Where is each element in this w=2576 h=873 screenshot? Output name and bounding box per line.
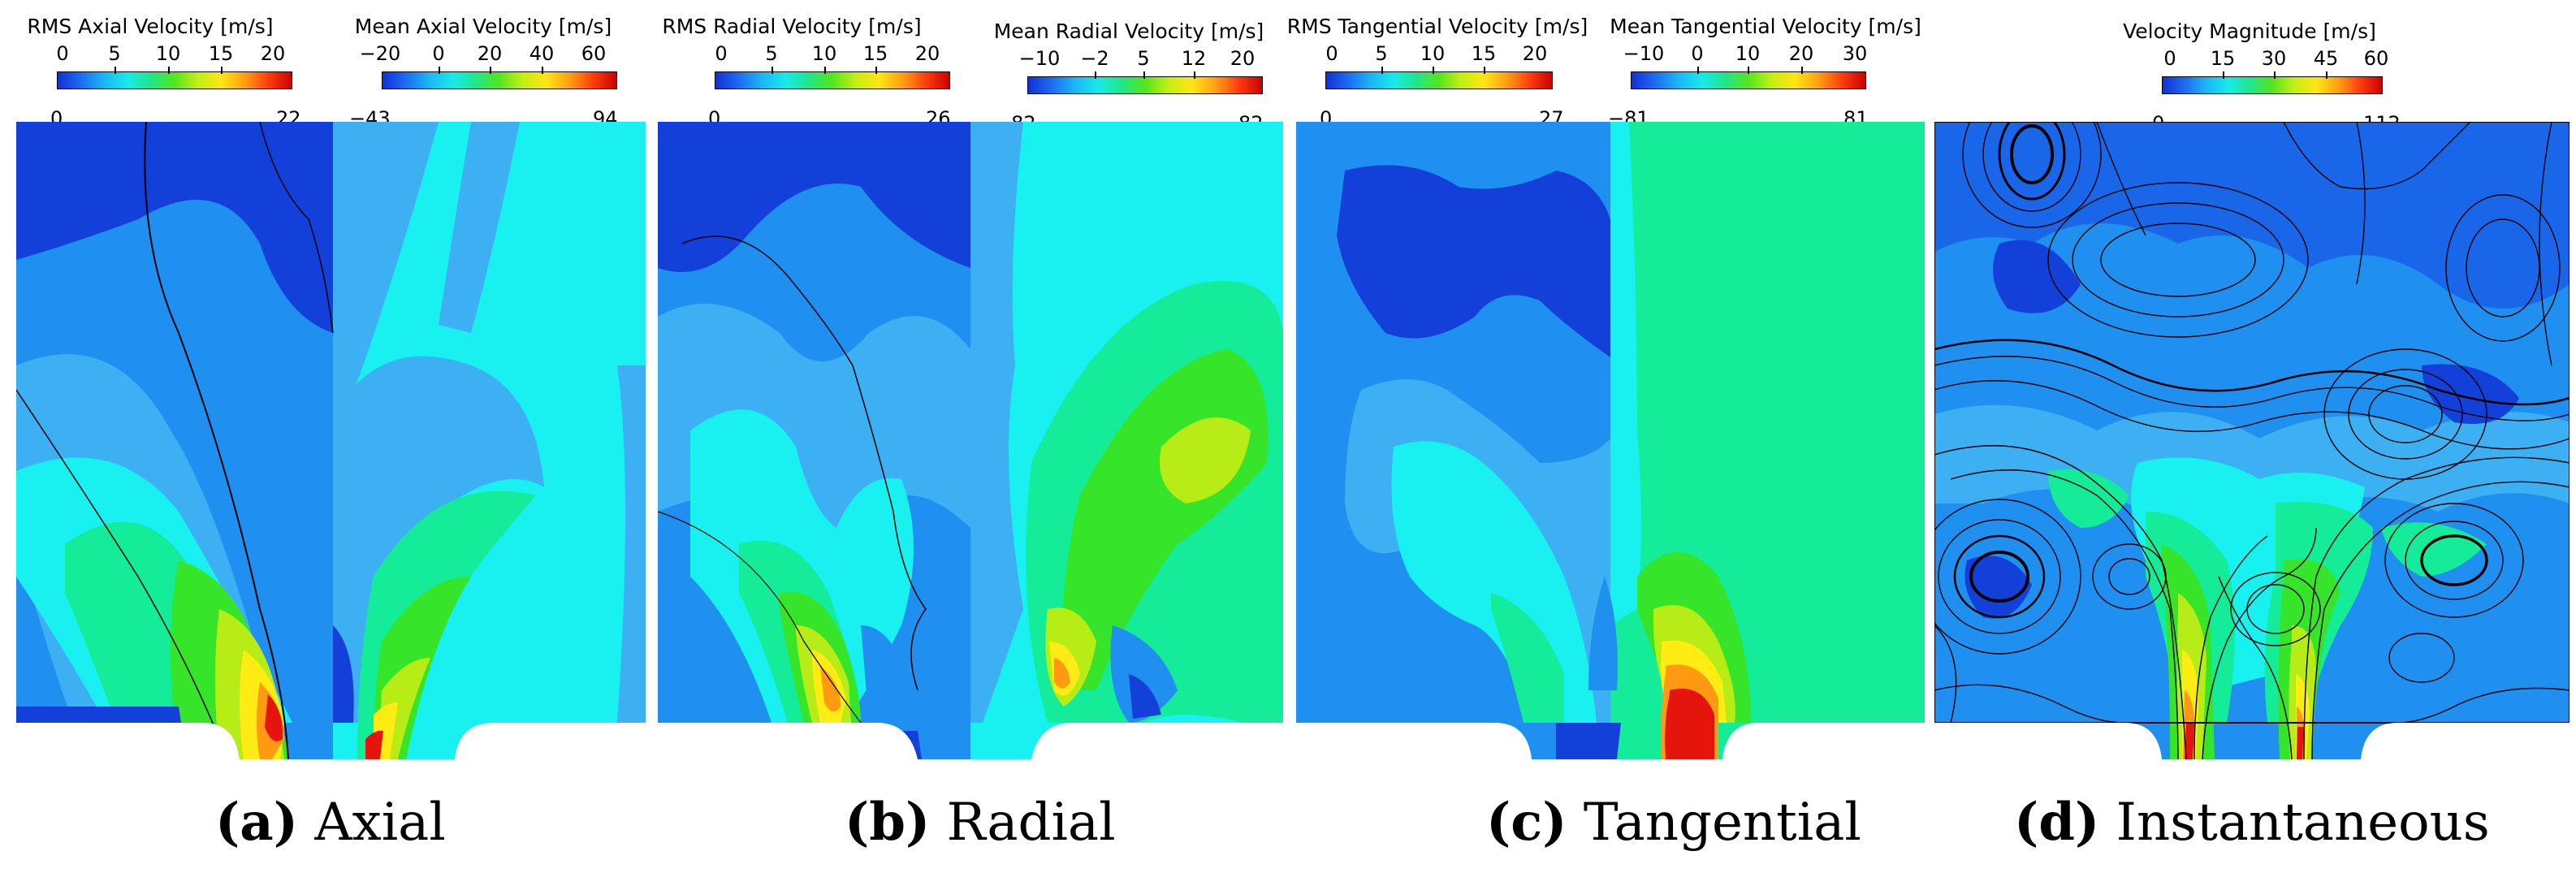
colorbar-ticks: 0 5 10 15 20	[658, 42, 940, 67]
colorbar-title: Velocity Magnitude [m/s]	[2123, 19, 2376, 43]
tick-label: 0	[56, 42, 69, 65]
tick-mark	[1143, 71, 1145, 79]
panel-tangential: RMS Tangential Velocity [m/s] 0 5 10 15 …	[1283, 0, 1933, 873]
tick-label: −10	[1623, 42, 1665, 65]
contour-field-radial	[658, 122, 1283, 759]
colorbar-title: Mean Tangential Velocity [m/s]	[1610, 15, 1921, 38]
colorbar-gradient	[1631, 71, 1866, 89]
tick-label: 0	[715, 42, 728, 65]
caption-letter: (a)	[215, 792, 299, 853]
tick-label: 20	[260, 42, 286, 65]
tick-mark	[1697, 67, 1699, 74]
colorbar-gradient	[2162, 76, 2383, 94]
streamline-field-instantaneous	[1934, 122, 2570, 759]
colorbar-title: Mean Radial Velocity [m/s]	[993, 19, 1264, 43]
tick-label: 30	[2261, 47, 2287, 70]
colorbar-title: RMS Tangential Velocity [m/s]	[1286, 15, 1588, 38]
tick-mark	[2223, 71, 2224, 79]
tick-mark	[875, 67, 877, 74]
tick-label: 10	[1735, 42, 1761, 65]
tick-label: 10	[811, 42, 837, 65]
tick-mark	[1484, 67, 1485, 74]
tick-mark	[1095, 71, 1096, 79]
tick-mark	[1748, 67, 1749, 74]
tick-label: 20	[1230, 47, 1256, 70]
tick-mark	[490, 67, 491, 74]
tick-mark	[221, 67, 223, 74]
tick-label: 60	[2363, 47, 2389, 70]
colorbar-ticks: −10 −2 5 12 20	[991, 47, 1267, 71]
tick-label: −20	[359, 42, 401, 65]
tick-label: 5	[1137, 47, 1150, 70]
tick-label: −10	[1018, 47, 1061, 70]
tick-mark	[1194, 71, 1195, 79]
tick-label: 20	[1788, 42, 1814, 65]
tick-label: 45	[2313, 47, 2339, 70]
colorbar-ticks: 0 5 10 15 20	[16, 42, 286, 67]
colorbar-ticks: −20 0 20 40 60	[349, 42, 617, 67]
tick-mark	[168, 67, 170, 74]
colorbar-gradient	[1325, 71, 1553, 89]
caption-label: Instantaneous	[2116, 793, 2490, 853]
caption-label: Tangential	[1583, 793, 1861, 853]
caption-tangential: (c) Tangential	[1486, 792, 1861, 853]
tick-label: 10	[155, 42, 181, 65]
tick-label: 15	[862, 42, 888, 65]
tick-label: 20	[914, 42, 940, 65]
tick-label: 12	[1181, 47, 1207, 70]
caption-radial: (b) Radial	[845, 792, 1116, 853]
tick-label: 15	[2210, 47, 2236, 70]
caption-instantaneous: (d) Instantaneous	[2014, 792, 2490, 853]
caption-axial: (a) Axial	[215, 792, 446, 853]
tick-label: 15	[1471, 42, 1497, 65]
caption-letter: (d)	[2014, 792, 2100, 853]
tick-label: 0	[1325, 42, 1338, 65]
tick-label: 5	[1375, 42, 1388, 65]
tick-label: 30	[1842, 42, 1868, 65]
tick-label: 40	[529, 42, 555, 65]
panel-radial: RMS Radial Velocity [m/s] 0 5 10 15 20 0…	[642, 0, 1291, 873]
colorbar-gradient	[715, 71, 950, 89]
tick-label: 5	[765, 42, 778, 65]
tick-mark	[824, 67, 826, 74]
tick-label: 0	[2163, 47, 2176, 70]
tick-mark	[115, 67, 116, 74]
colorbar-ticks: 0 5 10 15 20	[1283, 42, 1592, 67]
tick-mark	[2274, 71, 2276, 79]
panel-instantaneous: Velocity Magnitude [m/s] 0 15 30 45 60 0…	[1925, 0, 2576, 873]
tick-mark	[542, 67, 543, 74]
contour-field-axial	[16, 122, 646, 759]
tick-mark	[772, 67, 773, 74]
colorbar-title: RMS Radial Velocity [m/s]	[662, 15, 922, 38]
panel-axial: RMS Axial Velocity [m/s] 0 5 10 15 20 0 …	[0, 0, 650, 873]
tick-mark	[2326, 71, 2327, 79]
tick-label: 10	[1420, 42, 1446, 65]
caption-label: Radial	[946, 793, 1116, 853]
tick-mark	[439, 67, 440, 74]
caption-letter: (c)	[1486, 792, 1567, 853]
tick-label: 5	[108, 42, 121, 65]
colorbar-gradient	[382, 71, 617, 89]
colorbar-title: RMS Axial Velocity [m/s]	[27, 15, 274, 38]
tick-label: 20	[477, 42, 503, 65]
tick-mark	[1433, 67, 1434, 74]
tick-label: 60	[581, 42, 607, 65]
tick-mark	[1381, 67, 1383, 74]
tick-label: 20	[1522, 42, 1548, 65]
colorbar-ticks: −10 0 10 20 30	[1606, 42, 1925, 67]
colorbar-title: Mean Axial Velocity [m/s]	[354, 15, 612, 38]
caption-label: Axial	[314, 793, 446, 853]
tick-mark	[1801, 67, 1803, 74]
colorbar-gradient	[57, 71, 292, 89]
colorbar-gradient	[1027, 76, 1263, 94]
contour-field-tangential	[1296, 122, 1925, 759]
caption-letter: (b)	[845, 792, 931, 853]
tick-label: 0	[432, 42, 445, 65]
tick-label: 15	[208, 42, 234, 65]
colorbar-ticks: 0 15 30 45 60	[2111, 47, 2388, 71]
tick-label: −2	[1080, 47, 1109, 70]
tick-label: 0	[1691, 42, 1704, 65]
